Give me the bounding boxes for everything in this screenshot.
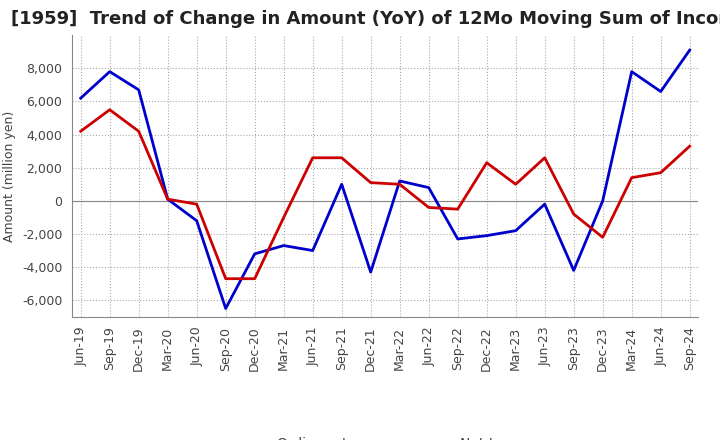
Ordinary Income (395, 178, 404, 183)
Ordinary Income (105, 69, 114, 74)
Ordinary Income (366, 269, 375, 275)
Ordinary Income (685, 48, 694, 53)
Title: [1959]  Trend of Change in Amount (YoY) of 12Mo Moving Sum of Incomes: [1959] Trend of Change in Amount (YoY) o… (11, 10, 720, 28)
Ordinary Income (627, 69, 636, 74)
Net Income (135, 128, 143, 134)
Ordinary Income (251, 251, 259, 257)
Ordinary Income (76, 95, 85, 101)
Ordinary Income (192, 218, 201, 224)
Net Income (511, 182, 520, 187)
Net Income (76, 128, 85, 134)
Net Income (279, 215, 288, 220)
Ordinary Income (279, 243, 288, 248)
Ordinary Income (511, 228, 520, 233)
Ordinary Income (424, 185, 433, 190)
Net Income (221, 276, 230, 281)
Ordinary Income (482, 233, 491, 238)
Ordinary Income (541, 202, 549, 207)
Ordinary Income (454, 236, 462, 242)
Net Income (163, 197, 172, 202)
Line: Net Income: Net Income (81, 110, 690, 279)
Ordinary Income (135, 87, 143, 92)
Net Income (627, 175, 636, 180)
Net Income (598, 235, 607, 240)
Ordinary Income (308, 248, 317, 253)
Ordinary Income (221, 306, 230, 311)
Net Income (657, 170, 665, 175)
Net Income (482, 160, 491, 165)
Ordinary Income (338, 182, 346, 187)
Net Income (685, 143, 694, 149)
Ordinary Income (657, 89, 665, 94)
Ordinary Income (163, 197, 172, 202)
Y-axis label: Amount (million yen): Amount (million yen) (4, 110, 17, 242)
Legend: Ordinary Income, Net Income: Ordinary Income, Net Income (225, 431, 545, 440)
Net Income (424, 205, 433, 210)
Net Income (192, 202, 201, 207)
Net Income (395, 182, 404, 187)
Net Income (570, 212, 578, 217)
Ordinary Income (570, 268, 578, 273)
Net Income (105, 107, 114, 112)
Net Income (366, 180, 375, 185)
Net Income (541, 155, 549, 161)
Net Income (338, 155, 346, 161)
Net Income (454, 206, 462, 212)
Net Income (308, 155, 317, 161)
Ordinary Income (598, 198, 607, 203)
Line: Ordinary Income: Ordinary Income (81, 50, 690, 308)
Net Income (251, 276, 259, 281)
